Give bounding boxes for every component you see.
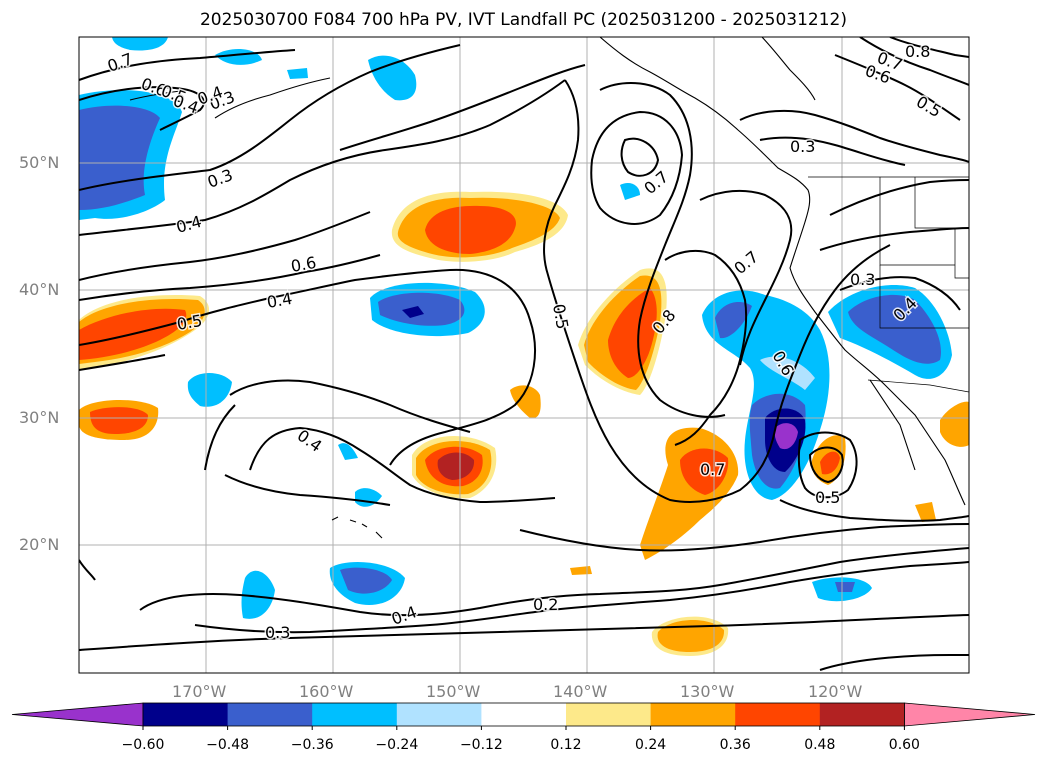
lat-label-30n: 30°N	[19, 408, 60, 427]
colorbar-segment	[819, 703, 905, 726]
neg-patch-south1-dark	[340, 567, 392, 594]
colorbar-tick-label: 0.36	[719, 737, 751, 753]
colorbar-tick-label: 0.24	[635, 737, 667, 753]
contour-label: 0.4	[174, 212, 204, 237]
contour-label: 0.2	[533, 595, 558, 614]
pos-patch-west2-red	[90, 407, 148, 434]
contour-label: 0.4	[294, 426, 326, 456]
gridlines	[79, 37, 969, 673]
colorbar	[11, 702, 1036, 730]
pv-contours	[79, 37, 969, 671]
pos-patch-small-mex	[915, 502, 936, 522]
neg-patch-east-dark	[848, 294, 941, 364]
neg-patch-top3	[368, 55, 417, 101]
lon-label-120w: 120°W	[808, 682, 863, 701]
lat-label-20n: 20°N	[19, 535, 60, 554]
neg-patch-coast-lighter	[760, 356, 815, 390]
pos-patch-tiny	[570, 566, 592, 575]
colorbar-tick-label: 0.60	[888, 737, 920, 753]
political-borders	[808, 176, 969, 393]
colorbar-segment	[227, 703, 313, 726]
pos-patch-center-dark	[437, 452, 475, 480]
colorbar-tick-label: 0.12	[550, 737, 582, 753]
pos-patch-baja-red	[820, 451, 840, 475]
pos-patch-mid-small	[510, 385, 541, 419]
neg-patch-central-core	[402, 306, 424, 318]
neg-patch-central-dark	[378, 292, 465, 326]
contour-label: 0.5	[175, 311, 203, 334]
lon-label-150w: 150°W	[426, 682, 481, 701]
colorbar-extend-high	[904, 702, 1036, 727]
contour-label: 0.8	[905, 42, 930, 61]
neg-patch-small1	[187, 373, 232, 407]
pos-patch-south-tongue-red	[680, 448, 729, 495]
neg-patch-top4	[287, 68, 308, 79]
contour-label: 0.7	[730, 247, 762, 278]
colorbar-tick-label: −0.12	[459, 737, 503, 753]
lat-label-50n: 50°N	[19, 153, 60, 172]
colorbar-tick-label: −0.36	[290, 737, 334, 753]
pos-patch-south	[657, 620, 725, 652]
neg-patch-south3-dark	[835, 582, 855, 592]
neg-patch-smallcoast	[620, 183, 640, 200]
colorbar-extend-low	[11, 702, 144, 727]
contour-label: 0.5	[913, 92, 945, 121]
coastlines	[129, 37, 966, 539]
lon-label-140w: 140°W	[553, 682, 608, 701]
contour-label: 0.5	[815, 488, 840, 507]
colorbar-tick-label: 0.48	[804, 737, 836, 753]
pos-patch-north-red	[425, 205, 516, 254]
neg-patch-south2	[241, 570, 275, 619]
pos-patch-south-tongue	[640, 427, 739, 560]
contour-label: 0.3	[790, 137, 815, 156]
colorbar-segment	[143, 703, 229, 726]
pos-patch-mexico	[940, 401, 969, 447]
colorbar-tick-label: −0.24	[375, 737, 419, 753]
contour-label: 0.5	[549, 302, 572, 330]
colorbar-tick-label: −0.48	[206, 737, 250, 753]
contour-label: 0.4	[389, 602, 419, 629]
contour-label: 0.7	[640, 167, 672, 198]
colorbar-outline	[142, 702, 905, 727]
colorbar-segment	[650, 703, 736, 726]
map-title: 2025030700 F084 700 hPa PV, IVT Landfall…	[199, 10, 847, 30]
contour-label: 0.6	[289, 253, 317, 276]
contour-label: 0.7	[700, 460, 725, 479]
contour-label: 0.3	[850, 270, 875, 289]
colorbar-segment	[312, 703, 398, 726]
contour-label: 0.7	[105, 49, 135, 76]
contour-label: 0.4	[265, 289, 293, 312]
lon-label-170w: 170°W	[172, 682, 227, 701]
neg-patch-small2	[338, 443, 358, 460]
map-frame	[78, 36, 970, 674]
colorbar-segment	[481, 703, 567, 726]
neg-patch-coast-purple	[774, 423, 798, 450]
colorbar-tick-label: −0.60	[121, 737, 165, 753]
lon-label-160w: 160°W	[299, 682, 354, 701]
contour-label: 0.3	[265, 623, 290, 642]
lat-label-40n: 40°N	[19, 280, 60, 299]
neg-patch-nw-dark	[79, 105, 160, 210]
colorbar-segment	[566, 703, 652, 726]
neg-patch-top1	[112, 37, 168, 51]
colorbar-segment	[396, 703, 482, 726]
pos-patch-tongue-red	[608, 288, 657, 378]
colorbar-segment	[735, 703, 821, 726]
lon-label-130w: 130°W	[680, 682, 735, 701]
